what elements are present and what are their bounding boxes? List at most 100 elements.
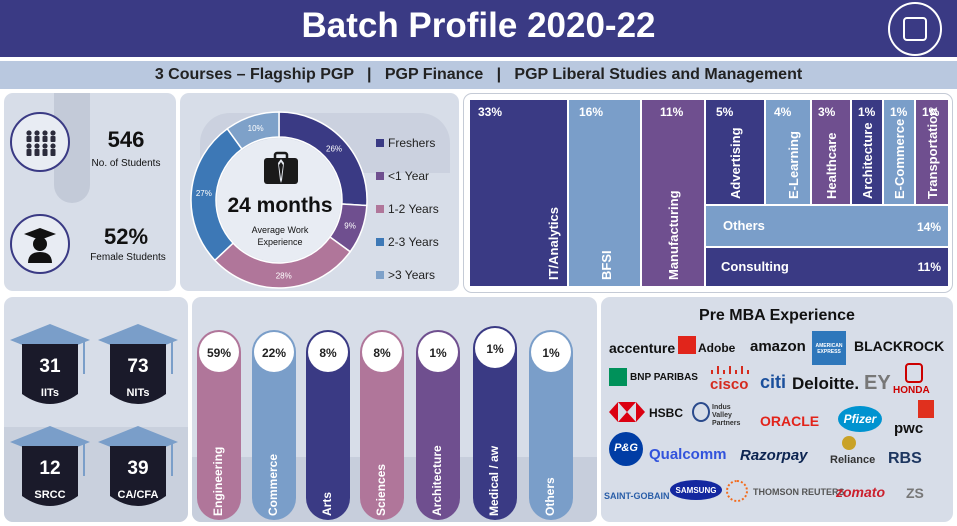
page-title: Batch Profile 2020-22 [301, 6, 656, 45]
industry-tile-e-commerce: 1% E-Commerce [884, 100, 914, 204]
logo-razorpay: Razorpay [740, 447, 808, 464]
thomson-reuters-icon [726, 480, 748, 502]
cap-nits-value: 73 [127, 356, 149, 377]
cap-nits-label: NITs [126, 387, 150, 399]
pill-cap [254, 332, 294, 372]
logo-rbs: RBS [888, 450, 922, 467]
logo-thomson-reuters: THOMSON REUTERS [753, 487, 845, 497]
pill-others: 1% Others [529, 330, 573, 520]
logo-amazon: amazon [750, 338, 806, 355]
pill-pct: 1% [542, 346, 560, 360]
cap-iits-label: IITs [40, 387, 60, 399]
industry-pct: 11% [917, 260, 941, 274]
logo-indus-valley-partners: Indus Valley Partners [712, 404, 741, 427]
pre-mba-title: Pre MBA Experience [699, 307, 855, 324]
briefcase-icon [262, 150, 300, 197]
donut-slice-label: 26% [326, 144, 342, 153]
logo-pfizer: Pfizer [843, 412, 877, 426]
cap-ca-cfa-label: CA/CFA [117, 489, 159, 501]
industry-label: BFSI [599, 250, 614, 280]
logo-accenture: accenture [609, 340, 676, 356]
industry-tile-e-learning: 4% E-Learning [766, 100, 810, 204]
pill-label: Engineering [211, 446, 225, 516]
pill-label: Medical / aw [487, 445, 501, 516]
industry-label: Consulting [721, 259, 789, 274]
cap-srcc: 12 SRCC [8, 424, 92, 516]
pill-engineering: 59% Engineering [197, 330, 241, 520]
donut-slice-label: 27% [196, 189, 212, 198]
logo-adobe: Adobe [698, 341, 736, 355]
logo-zomato: zomato [836, 484, 885, 500]
pill-label: Commerce [266, 453, 280, 516]
hsbc-icon [609, 402, 645, 422]
pill-cap [475, 328, 515, 368]
logo-reliance: Reliance [830, 454, 876, 466]
institute-logo [888, 2, 942, 56]
industry-tile-it-analytics: 33% IT/Analytics [470, 100, 567, 286]
donut-slice-label: 10% [248, 124, 264, 133]
donut-slice-label: 28% [276, 271, 292, 280]
pill-label: Sciences [374, 463, 388, 516]
logo-pwc: pwc [894, 420, 924, 437]
legend-swatch [376, 204, 384, 213]
pill-pct: 8% [373, 346, 391, 360]
industry-tile-bfsi: 16% BFSI [569, 100, 640, 286]
industry-tile-transportation: 1% Transportation [916, 100, 948, 204]
students-count: 546 [107, 127, 145, 152]
industry-tile-healthcare: 3% Healthcare [812, 100, 850, 204]
ivp-icon [692, 402, 710, 422]
pill-cap [308, 332, 348, 372]
pill-pct: 8% [319, 346, 337, 360]
donut-legend: Freshers <1 Year 1-2 Years 2-3 Years >3 … [376, 126, 458, 291]
cap-nits: 73 NITs [96, 322, 180, 414]
logo-zs: ZS [906, 485, 924, 501]
legend-swatch [376, 138, 384, 147]
pill-label: Others [543, 477, 557, 516]
people-group-icon [10, 112, 70, 172]
industry-label: Others [723, 218, 765, 233]
logo-samsung: SAMSUNG [675, 486, 717, 495]
logo-qualcomm: Qualcomm [649, 446, 727, 463]
pill-architecture: 1% Architecture [416, 330, 460, 520]
logo-citi: citi [760, 372, 787, 392]
cap-ca-cfa: 39 CA/CFA [96, 424, 180, 516]
graduate-icon [10, 214, 70, 274]
pfizer-icon [838, 406, 882, 432]
pill-sciences: 8% Sciences [360, 330, 404, 520]
pwc-icon [918, 400, 934, 418]
bnp-icon [609, 368, 627, 386]
pill-arts: 8% Arts [306, 330, 350, 520]
industry-label: E-Learning [786, 131, 801, 199]
logo-saint-gobain: SAINT-GOBAIN [604, 491, 670, 501]
reliance-icon [842, 436, 856, 450]
logo-pg: P&G [614, 442, 638, 454]
cap-iits-value: 31 [39, 356, 61, 377]
industry-tile-advertising: 5% Advertising [706, 100, 764, 204]
adobe-icon [678, 336, 696, 354]
pill-pct: 59% [206, 346, 232, 360]
pill-cap [199, 332, 239, 372]
logo-ey: EY [864, 372, 891, 394]
pill-medical-law: 1% Medical / aw [473, 326, 517, 520]
industry-label: Advertising [728, 127, 743, 199]
industry-label: IT/Analytics [546, 207, 561, 280]
work-experience-donut: 26% 9% 28% 27% 10% [190, 111, 368, 289]
donut-slice-label: 9% [344, 222, 356, 231]
pill-label: Architecture [430, 445, 444, 516]
pill-label: Arts [320, 491, 334, 516]
pill-pct: 1% [429, 346, 447, 360]
logo-american-express: AMERICAN EXPRESS [815, 343, 843, 355]
logo-blackrock: BLACKROCK [854, 338, 945, 354]
donut-center [217, 138, 341, 262]
legend-label: 1-2 Years [388, 201, 439, 216]
female-percent: 52% [103, 224, 149, 249]
legend-label: 2-3 Years [388, 234, 439, 249]
industry-pct: 1% [890, 105, 908, 119]
legend-label: Freshers [388, 135, 436, 150]
industry-label: Healthcare [824, 132, 839, 199]
industry-label: Transportation [925, 107, 940, 199]
legend-swatch [376, 270, 384, 279]
average-experience-label: Average Work Experience [251, 225, 309, 247]
industry-pct: 11% [660, 105, 684, 119]
legend-label: >3 Years [388, 267, 436, 282]
